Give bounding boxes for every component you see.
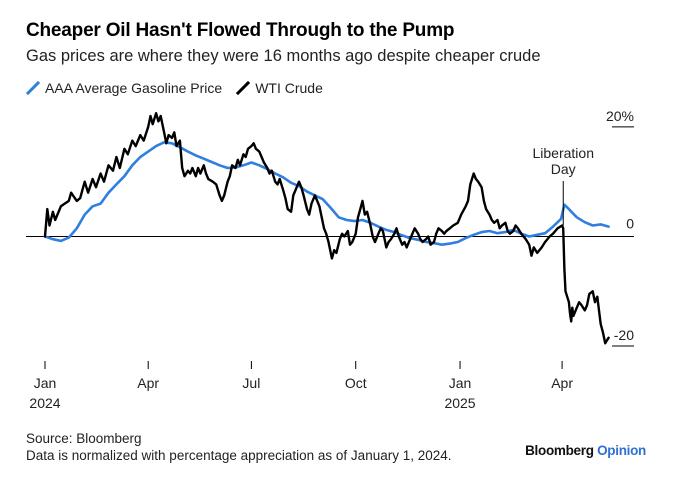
annotation-label: Liberation — [532, 145, 594, 161]
x-tick-label: Jan — [449, 375, 472, 391]
x-tick-year-label: 2024 — [29, 395, 60, 411]
annotation-label: Day — [551, 161, 576, 177]
y-tick-label: -20 — [614, 327, 634, 343]
bloomberg-opinion-logo: Bloomberg Opinion — [525, 443, 646, 458]
x-tick-year-label: 2025 — [444, 395, 475, 411]
data-note: Data is normalized with percentage appre… — [26, 448, 452, 463]
y-tick-label: 0 — [626, 215, 634, 231]
chart-title: Cheaper Oil Hasn't Flowed Through to the… — [26, 20, 455, 41]
legend-item-gas: AAA Average Gasoline Price — [26, 80, 222, 96]
source-note: Source: Bloomberg — [26, 431, 142, 446]
legend-label-crude: WTI Crude — [255, 80, 323, 96]
legend-swatch-crude — [236, 81, 251, 95]
x-tick-label: Jul — [242, 375, 260, 391]
legend-item-crude: WTI Crude — [236, 80, 323, 96]
chart-legend: AAA Average Gasoline Price WTI Crude — [26, 80, 337, 96]
legend-swatch-gas — [26, 81, 40, 95]
chart-footer: Source: Bloomberg Data is normalized wit… — [26, 430, 452, 464]
chart-plot-area: 20% 0 -20 Jan 2024 Apr Jul Oct Jan 2025 Apr Liberat… — [26, 108, 634, 411]
brand-suffix: Opinion — [597, 443, 646, 458]
y-tick-label: 20% — [606, 108, 634, 124]
x-tick-label: Apr — [551, 375, 573, 391]
x-tick-label: Oct — [345, 375, 367, 391]
brand-name: Bloomberg — [525, 443, 594, 458]
wti-crude-series-line — [43, 111, 610, 345]
legend-label-gas: AAA Average Gasoline Price — [45, 80, 223, 96]
x-tick-label: Apr — [137, 375, 159, 391]
chart-subtitle: Gas prices are where they were 16 months… — [26, 47, 541, 65]
x-tick-label: Jan — [34, 375, 57, 391]
gas-price-series-line — [43, 141, 610, 246]
